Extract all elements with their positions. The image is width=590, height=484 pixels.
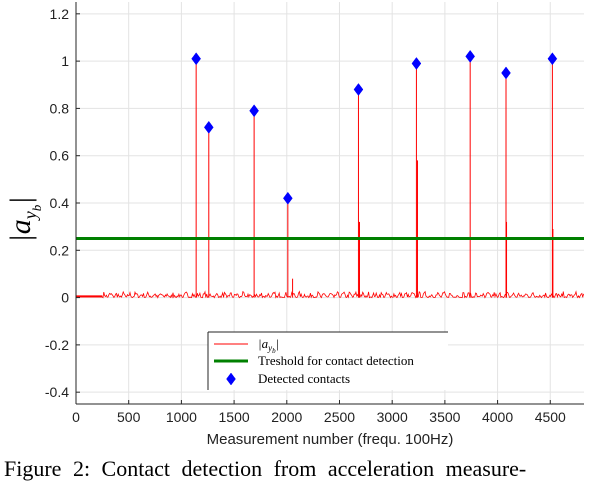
x-tick-label: 1000 — [166, 409, 197, 425]
contact-detection-chart: 0 500 1000 1500 2000 2500 3000 3500 4000 4500 -0.… — [4, 2, 584, 448]
legend-label-threshold: Treshold for contact detection — [258, 353, 414, 368]
x-tick-label: 3500 — [429, 409, 460, 425]
contact-marker — [353, 83, 364, 96]
contact-marker — [465, 49, 475, 63]
x-tick-label: 500 — [117, 409, 141, 425]
x-tick-label: 0 — [72, 409, 80, 425]
axes — [75, 2, 584, 405]
y-tick-label: 1 — [61, 53, 69, 69]
legend: |ayb|Treshold for contact detection Detec… — [207, 331, 448, 390]
y-tick-label: 0.6 — [50, 148, 70, 164]
contact-marker — [501, 66, 511, 80]
x-tick-label: 1500 — [219, 409, 250, 425]
y-axis-label: |ayb| — [4, 197, 44, 243]
x-tick-labels: 0 500 1000 1500 2000 2500 3000 3500 4000 4500 — [72, 409, 566, 425]
signal-baseline — [76, 290, 584, 299]
y-tick-label: 0.4 — [50, 195, 70, 211]
x-tick-label: 3000 — [377, 409, 408, 425]
y-tick-label: -0.4 — [45, 384, 69, 400]
legend-label-signal: |ayb| — [258, 336, 279, 355]
contact-marker — [191, 52, 201, 66]
x-tick-label: 2500 — [324, 409, 355, 425]
x-tick-label: 4000 — [482, 409, 513, 425]
series-layer — [76, 49, 584, 299]
y-tick-label: 0.2 — [50, 242, 70, 258]
y-tick-label: 0.8 — [50, 100, 70, 116]
contact-marker — [283, 191, 293, 205]
figure-caption: Figure 2: Contact detection from acceler… — [4, 456, 527, 481]
contact-marker — [249, 104, 259, 118]
contact-marker — [203, 120, 214, 134]
contact-marker — [411, 57, 422, 70]
legend-label-contacts: Detected contacts — [258, 371, 350, 386]
x-tick-label: 2000 — [271, 409, 302, 425]
y-tick-label: -0.2 — [45, 337, 69, 353]
y-tick-label: 1.2 — [50, 6, 70, 22]
contact-marker — [547, 52, 558, 66]
y-tick-labels: -0.4 -0.2 0 0.2 0.4 0.6 0.8 1 1.2 — [45, 6, 69, 400]
x-tick-label: 4500 — [535, 409, 566, 425]
y-axis-label-text: |ayb| — [4, 197, 44, 243]
x-axis-label: Measurement number (frequ. 100Hz) — [207, 431, 454, 448]
legend-swatch-contacts — [226, 372, 236, 386]
grid-lines — [75, 2, 584, 404]
y-tick-label: 0 — [61, 290, 69, 306]
